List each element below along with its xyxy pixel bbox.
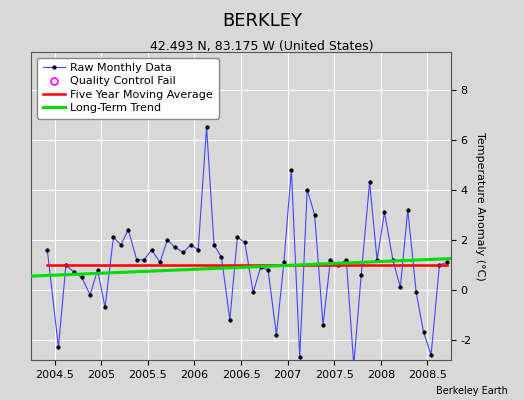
- Raw Monthly Data: [188, 242, 194, 247]
- Raw Monthly Data: [44, 248, 50, 252]
- Raw Monthly Data: [242, 240, 248, 245]
- Raw Monthly Data: [265, 268, 271, 272]
- Line: Raw Monthly Data: Raw Monthly Data: [46, 125, 449, 367]
- Raw Monthly Data: [444, 260, 450, 265]
- Raw Monthly Data: [79, 275, 85, 280]
- Raw Monthly Data: [311, 212, 318, 217]
- Y-axis label: Temperature Anomaly (°C): Temperature Anomaly (°C): [475, 132, 485, 280]
- Text: Berkeley Earth: Berkeley Earth: [436, 386, 508, 396]
- Text: 42.493 N, 83.175 W (United States): 42.493 N, 83.175 W (United States): [150, 40, 374, 53]
- Raw Monthly Data: [351, 363, 357, 368]
- Text: BERKLEY: BERKLEY: [222, 12, 302, 30]
- Legend: Raw Monthly Data, Quality Control Fail, Five Year Moving Average, Long-Term Tren: Raw Monthly Data, Quality Control Fail, …: [37, 58, 219, 119]
- Raw Monthly Data: [203, 125, 210, 130]
- Raw Monthly Data: [297, 355, 303, 360]
